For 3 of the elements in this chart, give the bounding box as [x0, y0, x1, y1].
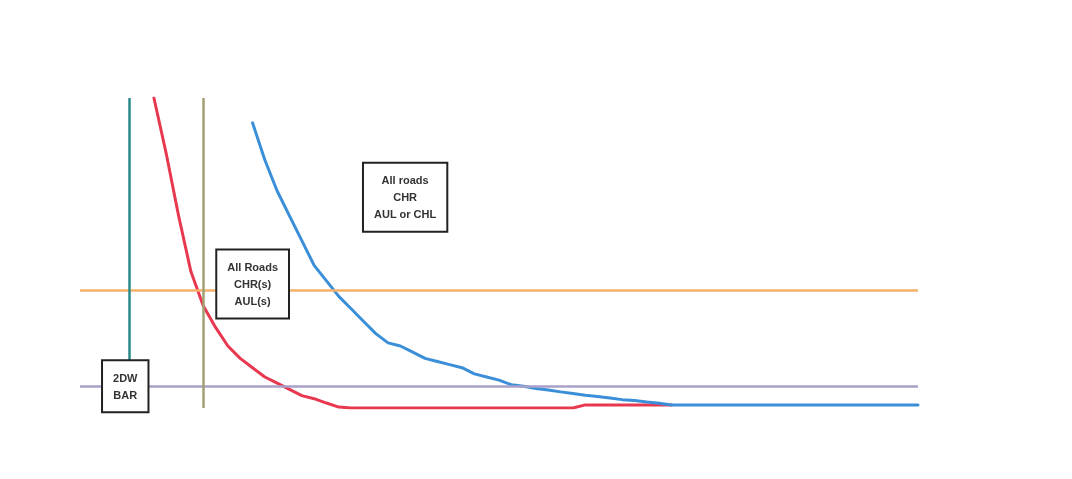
annotation: All Roads CHR(s) AUL(s) [227, 261, 278, 307]
annotation: All roads CHR AUL or CHL [374, 174, 437, 221]
annotation: 2DW BAR [113, 371, 139, 401]
